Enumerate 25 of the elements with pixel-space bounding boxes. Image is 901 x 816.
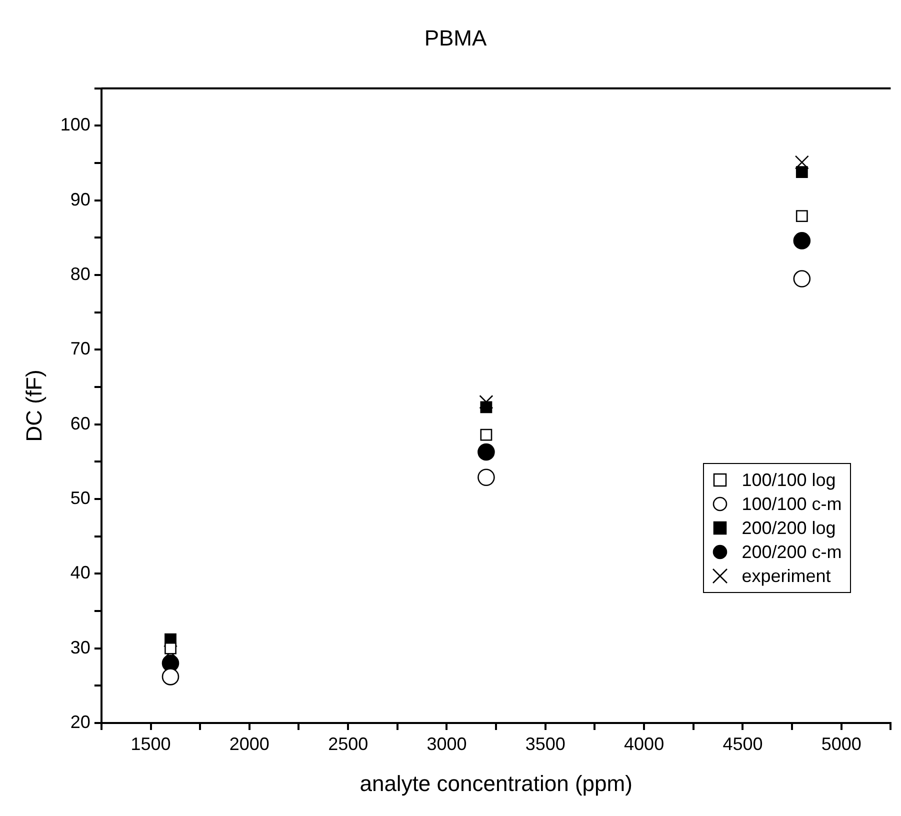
y-tick-label: 20 [70, 712, 90, 732]
x-tick-label: 4000 [624, 734, 664, 754]
y-tick-label: 70 [70, 338, 90, 359]
y-tick-label: 40 [70, 562, 90, 583]
legend-label: 100/100 log [742, 468, 836, 492]
x-tick-label: 2000 [229, 734, 270, 754]
y-axis-title: DC (fF) [21, 370, 46, 442]
x-tick-label: 3500 [525, 734, 566, 754]
legend-label: experiment [742, 564, 831, 588]
legend-label: 200/200 log [742, 516, 836, 540]
legend-label: 200/200 c-m [742, 540, 842, 564]
y-tick-label: 30 [70, 637, 90, 658]
legend-label: 100/100 c-m [742, 492, 842, 516]
y-tick-label: 90 [70, 189, 90, 210]
y-tick-label: 60 [70, 413, 90, 434]
x-tick-label: 3000 [426, 734, 467, 754]
x-tick-label: 2500 [328, 734, 368, 754]
chart-title: PBMA [424, 25, 487, 50]
x-tick-label: 1500 [130, 734, 171, 754]
x-tick-label: 4500 [722, 734, 763, 754]
y-tick-label: 80 [70, 264, 90, 284]
x-tick-label: 5000 [821, 734, 862, 754]
y-tick-label: 50 [70, 488, 90, 508]
x-axis-title: analyte concentration (ppm) [360, 770, 632, 796]
y-tick-label: 100 [60, 114, 90, 135]
